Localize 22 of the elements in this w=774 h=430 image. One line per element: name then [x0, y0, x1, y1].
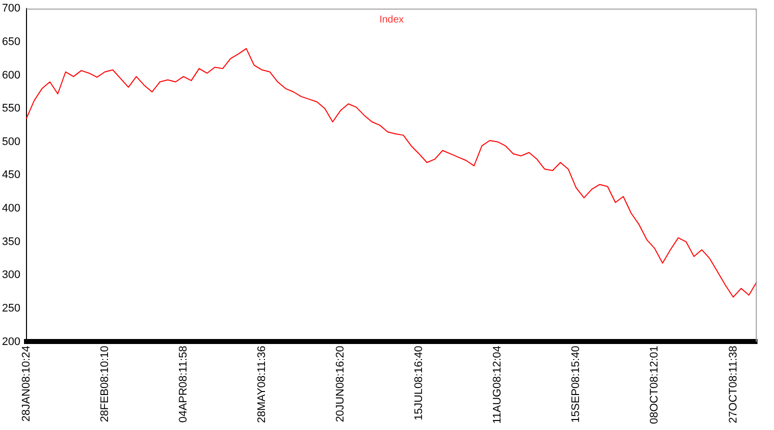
x-tick-label: 11AUG08:12:04: [492, 346, 504, 424]
x-tick-label: 27OCT08:11:38: [727, 346, 740, 424]
y-tick-label: 250: [2, 302, 20, 314]
y-tick-label: 200: [2, 336, 20, 348]
x-tick-label: 28JAN08:10:24: [20, 346, 32, 422]
x-tick-label: 20JUN08:16:20: [334, 346, 347, 422]
y-tick-label: 600: [2, 69, 20, 82]
x-tick-label: 08OCT08:12:01: [648, 346, 661, 424]
x-tick-label: 04APR08:11:58: [177, 346, 190, 423]
text: Index: [379, 14, 404, 26]
y-tick-label: 500: [2, 136, 20, 148]
x-tick-label: 15JUL08:16:40: [413, 346, 426, 420]
y-tick-label: 400: [2, 202, 20, 215]
x-tick-label: 28FEB08:10:10: [98, 346, 111, 422]
y-tick-label: 650: [2, 36, 20, 48]
x-tick-label: 15SEP08:15:40: [570, 346, 582, 423]
y-tick-label: 450: [2, 169, 20, 182]
y-tick-label: 350: [2, 236, 20, 248]
y-tick-label: 550: [2, 102, 20, 115]
y-tick-label: 700: [2, 2, 20, 15]
y-tick-label: 300: [2, 269, 20, 282]
x-tick-label: 28MAY08:11:36: [256, 346, 268, 423]
